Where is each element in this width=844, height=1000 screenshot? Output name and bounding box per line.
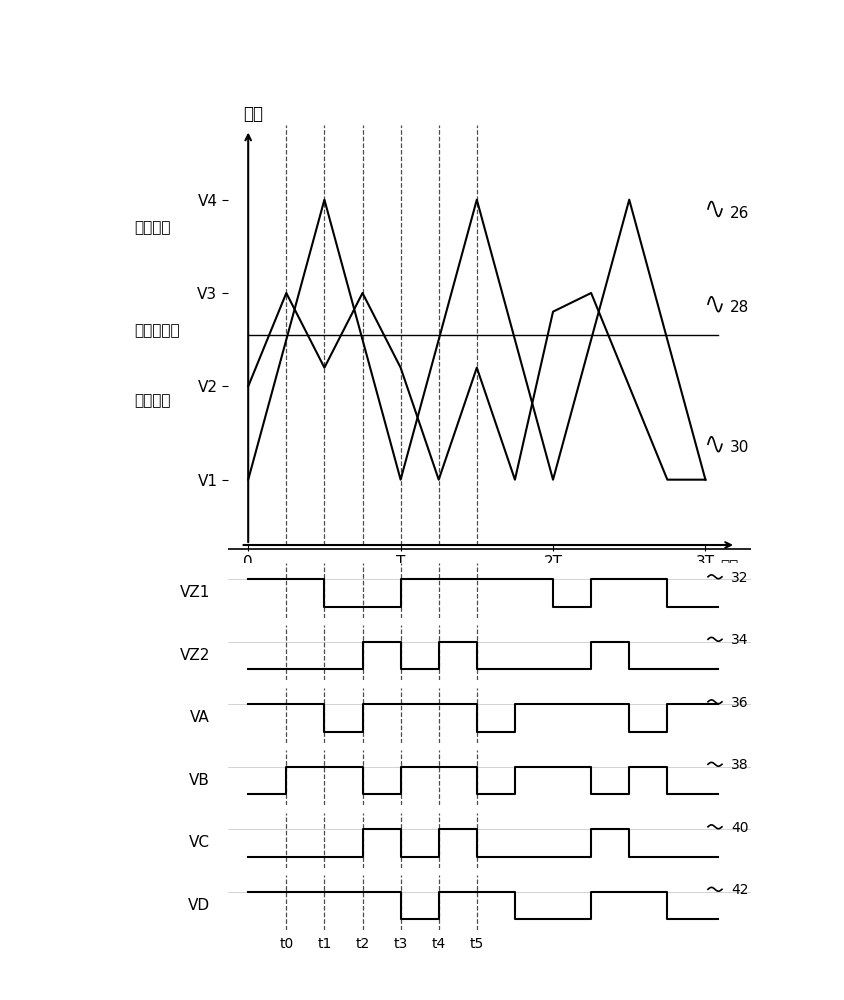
- Text: VZ1: VZ1: [180, 585, 210, 600]
- Text: 28: 28: [729, 300, 749, 314]
- Text: 38: 38: [731, 758, 749, 772]
- Text: t5: t5: [470, 937, 484, 951]
- Text: 42: 42: [731, 883, 749, 897]
- Text: 升压模式: 升压模式: [134, 220, 170, 235]
- Text: 36: 36: [731, 696, 749, 710]
- Text: 26: 26: [729, 206, 749, 221]
- Text: 降压模式: 降压模式: [134, 393, 170, 408]
- Text: VC: VC: [189, 835, 210, 850]
- Text: VD: VD: [188, 898, 210, 913]
- Text: 时间: 时间: [720, 559, 738, 574]
- Text: VZ2: VZ2: [180, 648, 210, 663]
- Text: 32: 32: [731, 571, 749, 585]
- Text: VA: VA: [191, 710, 210, 725]
- Text: t3: t3: [393, 937, 408, 951]
- Text: 34: 34: [731, 633, 749, 647]
- Text: 电压: 电压: [243, 105, 263, 123]
- Text: t0: t0: [279, 937, 294, 951]
- Text: 40: 40: [731, 821, 749, 835]
- Text: 升降压模式: 升降压模式: [134, 323, 180, 338]
- Text: t1: t1: [317, 937, 332, 951]
- Text: 30: 30: [729, 440, 749, 454]
- Text: VB: VB: [189, 773, 210, 788]
- Text: t4: t4: [431, 937, 446, 951]
- Text: t2: t2: [355, 937, 370, 951]
